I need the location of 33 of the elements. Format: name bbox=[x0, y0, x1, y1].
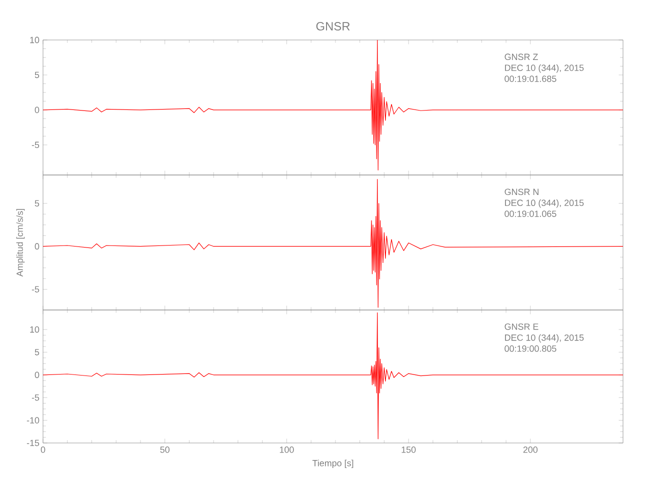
y-tick-label: 10 bbox=[30, 326, 40, 333]
annotation: 00:19:01.685 bbox=[504, 76, 556, 82]
annotation: GNSR N bbox=[504, 188, 538, 196]
y-tick-label: 10 bbox=[30, 36, 40, 44]
y-axis-title: Amplitud [cm/s/s] bbox=[16, 209, 25, 277]
y-tick-label: -15 bbox=[26, 440, 40, 446]
annotation: DEC 10 (344), 2015 bbox=[505, 199, 584, 208]
x-axis-title: Tiempo [s] bbox=[312, 460, 354, 468]
annotation: 00:19:01.065 bbox=[504, 210, 556, 217]
x-tick-label: 50 bbox=[160, 446, 170, 453]
y-tick-label: -5 bbox=[32, 394, 40, 401]
y-tick-label: 5 bbox=[34, 349, 40, 356]
line-series bbox=[43, 178, 624, 308]
y-tick-label: -5 bbox=[32, 286, 40, 292]
y-tick-label: 0 bbox=[34, 372, 40, 378]
y-tick-label: 0 bbox=[34, 106, 40, 114]
x-tick-label: 200 bbox=[523, 446, 538, 453]
y-tick-label: -5 bbox=[32, 142, 40, 148]
x-tick-label: 0 bbox=[40, 446, 46, 453]
annotation: DEC 10 (344), 2015 bbox=[505, 64, 584, 73]
line-series bbox=[43, 312, 624, 440]
annotation: GNSR E bbox=[504, 323, 538, 330]
x-tick-label: 100 bbox=[280, 446, 294, 453]
annotation: GNSR Z bbox=[504, 54, 538, 60]
annotation: DEC 10 (344), 2015 bbox=[505, 334, 584, 343]
y-tick-label: 5 bbox=[34, 72, 40, 78]
y-tick-label: -10 bbox=[26, 417, 40, 424]
y-tick-label: 5 bbox=[34, 200, 40, 206]
chart-title: GNSR bbox=[316, 22, 350, 30]
annotation: 00:19:00.805 bbox=[504, 345, 556, 352]
line-series bbox=[43, 40, 624, 170]
x-tick-label: 150 bbox=[402, 446, 416, 453]
y-tick-label: 0 bbox=[34, 243, 40, 250]
